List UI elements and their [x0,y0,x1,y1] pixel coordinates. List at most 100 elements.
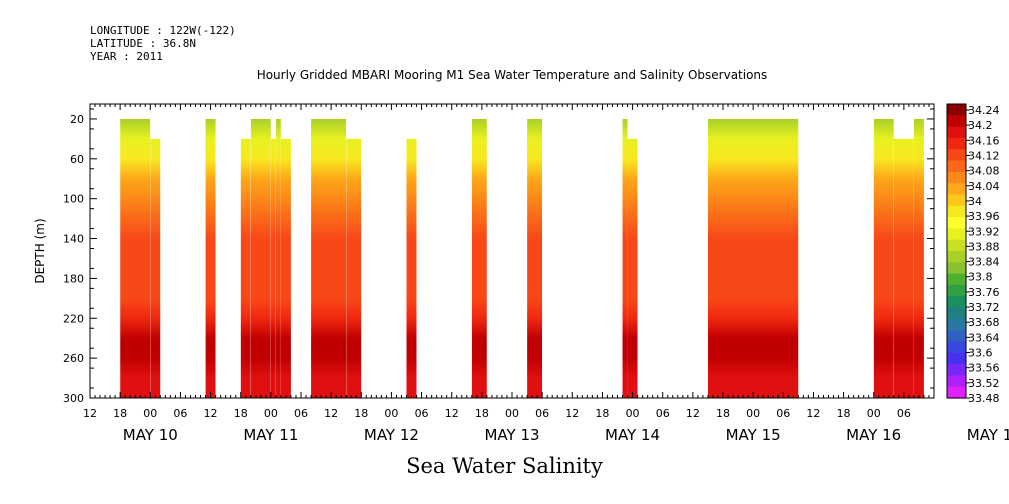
colorbar-swatch [947,318,966,331]
colorbar-swatch [947,251,966,263]
colorbar-swatch [947,126,966,139]
data-block [205,118,216,398]
data-block [270,138,276,398]
x-hour-label: 12 [204,407,218,420]
data-block [280,138,291,398]
x-hour-label: 18 [716,407,730,420]
colorbar-swatch [947,296,966,309]
x-hour-label: 06 [415,407,429,420]
salinity-cell [346,138,362,398]
x-day-label: MAY 13 [484,426,539,444]
salinity-cell [913,118,924,398]
colorbar-swatch [947,284,966,297]
x-hour-label: 00 [505,407,519,420]
colorbar-swatch [947,217,966,229]
y-tick-label: 60 [70,153,84,166]
colorbar-swatch [947,205,966,218]
colorbar-swatch [947,104,966,116]
x-hour-label: 12 [324,407,338,420]
colorbar-swatch [947,149,966,162]
x-day-label: MAY 17 [967,426,1009,444]
y-tick-label: 260 [63,352,84,365]
salinity-cell [150,138,161,398]
x-day-label: MAY 10 [123,426,178,444]
data-block [250,118,271,398]
y-tick-label: 220 [63,312,84,325]
x-hour-label: 00 [143,407,157,420]
colorbar-swatch [947,364,966,376]
colorbar-swatch [947,183,966,196]
colorbar: 34.24 34.2 34.16 34.12 34.08 34.04 34 33.96 33.9… [946,103,1000,405]
colorbar-label: 33.8 [968,271,993,284]
x-hour-label: 18 [837,407,851,420]
salinity-cell [250,118,271,398]
colorbar-label: 34.12 [968,149,1000,162]
data-block [622,118,628,398]
x-day-label: MAY 15 [726,426,781,444]
footer-title: Sea Water Salinity [406,454,603,478]
x-hour-label: 18 [595,407,609,420]
colorbar-swatch [947,194,966,207]
colorbar-swatch [947,341,966,354]
x-hour-label: 00 [264,407,278,420]
x-hour-label: 00 [746,407,760,420]
salinity-cell [311,118,347,398]
colorbar-label: 34.16 [968,134,1000,147]
colorbar-label: 33.76 [968,286,1000,299]
salinity-cell [240,138,251,398]
salinity-cell [527,118,543,398]
salinity-cell [893,138,914,398]
y-tick-label: 20 [70,113,84,126]
x-hour-label: 06 [294,407,308,420]
colorbar-swatch [947,115,966,128]
x-hour-label: 06 [656,407,670,420]
colorbar-label: 34.24 [968,104,1000,117]
colorbar-label: 34.08 [968,165,1000,178]
data-block [120,118,151,398]
data-block [150,138,161,398]
x-day-label: MAY 12 [364,426,419,444]
data-block [275,118,281,398]
data-block [406,138,417,398]
x-day-label: MAY 14 [605,426,660,444]
colorbar-label: 33.84 [968,256,1000,269]
colorbar-label: 34.04 [968,180,1000,193]
colorbar-swatch [947,262,966,275]
plot-frame [89,103,935,399]
salinity-cell [471,118,487,398]
y-axis-label: DEPTH (m) [33,218,47,283]
year-label: YEAR : 2011 [90,50,163,63]
colorbar-label: 33.68 [968,316,1000,329]
x-hour-label: 12 [445,407,459,420]
colorbar-swatch [947,307,966,320]
x-hour-label: 06 [535,407,549,420]
colorbar-label: 33.52 [968,377,1000,390]
data-block [346,138,362,398]
y-tick-label: 300 [63,392,84,405]
colorbar-swatch [947,386,966,399]
salinity-cell [707,118,799,398]
colorbar-label: 33.6 [968,347,993,360]
colorbar-label: 33.56 [968,362,1000,375]
x-hour-label: 18 [113,407,127,420]
salinity-cell [275,118,281,398]
colorbar-label: 33.92 [968,225,1000,238]
y-tick-label: 140 [63,233,84,246]
colorbar-swatch [947,228,966,241]
colorbar-label: 33.96 [968,210,1000,223]
data-blocks [120,118,924,398]
x-hour-label: 00 [867,407,881,420]
salinity-cell [270,138,276,398]
x-hour-label: 12 [565,407,579,420]
x-hour-label: 06 [897,407,911,420]
data-block [527,118,543,398]
salinity-cell [120,118,151,398]
x-hour-label: 18 [234,407,248,420]
salinity-cell [406,138,417,398]
colorbar-label: 34.2 [968,119,993,132]
salinity-cell [622,118,628,398]
x-hour-label: 00 [626,407,640,420]
colorbar-swatch [947,273,966,286]
